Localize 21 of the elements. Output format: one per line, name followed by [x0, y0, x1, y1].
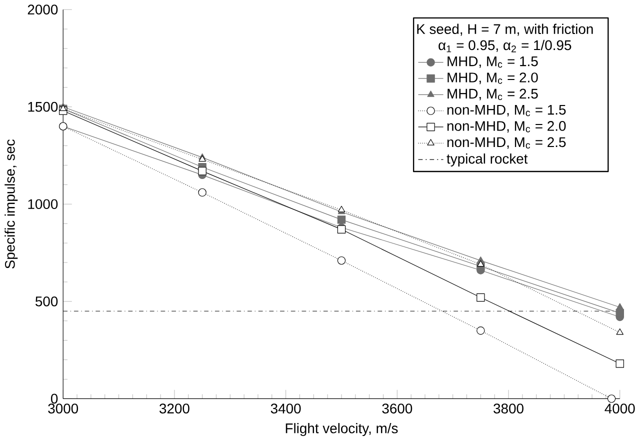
legend-label: MHD, M$_{c}$ = 2.5: [448, 88, 538, 100]
y-axis-title: Specific impulse, sec: [4, 140, 18, 269]
legend-label: non-MHD, M$_{c}$ = 2.0: [447, 121, 566, 133]
x-tick-label: 3000: [48, 404, 78, 414]
x-tick-label: 3200: [160, 404, 190, 414]
y-tick-label: 500: [35, 296, 58, 306]
legend-title: K seed, H = 7 m, with friction α$_{1}$ = 0.95, α$_{2}$ = 1/0.95: [417, 24, 593, 52]
y-tick-label: 1000: [28, 199, 58, 210]
y-tick-label: 1500: [28, 102, 58, 112]
x-tick-label: 3400: [270, 404, 301, 414]
y-tick-label: 0: [50, 394, 58, 404]
legend-label: MHD, M$_{c}$ = 2.0: [448, 72, 538, 84]
legend-label: typical rocket: [446, 154, 528, 167]
x-tick-label: 3800: [494, 404, 524, 414]
x-tick-label: 4000: [604, 404, 635, 414]
x-axis-title: Flight velocity, m/s: [286, 423, 398, 436]
x-tick-label: 3600: [382, 404, 412, 414]
y-tick-label: 2000: [28, 4, 58, 15]
legend-label: non-MHD, M$_{c}$ = 2.5: [447, 137, 566, 149]
legend-label: non-MHD, M$_{c}$ = 1.5: [447, 105, 566, 117]
legend-label: MHD, M$_{c}$ = 1.5: [448, 56, 538, 68]
